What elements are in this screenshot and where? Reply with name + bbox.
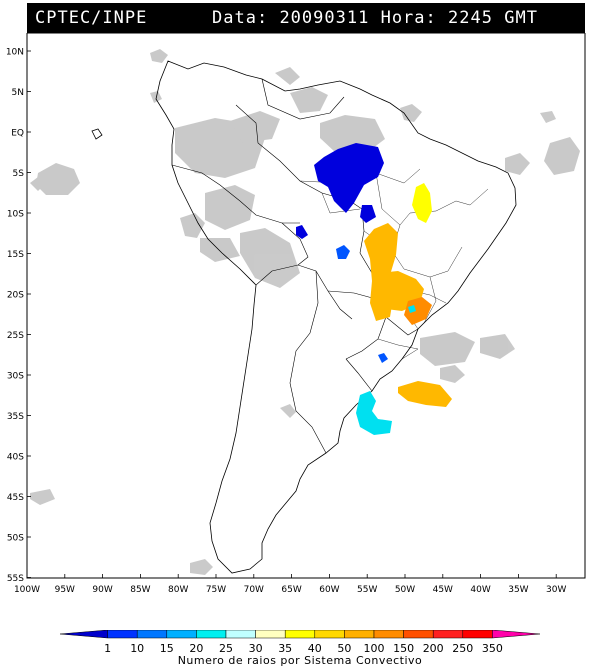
legend-value: 1 bbox=[104, 642, 111, 654]
cell-yellow bbox=[412, 183, 432, 223]
date-label: Data: bbox=[212, 8, 269, 28]
coastline bbox=[91, 60, 517, 574]
legend-swatch bbox=[432, 630, 464, 639]
lon-label: 45W bbox=[433, 585, 453, 595]
legend-swatch bbox=[225, 630, 256, 639]
lon-label: 55W bbox=[357, 585, 377, 595]
legend-title: Numero de raios por Sistema Convectivo bbox=[177, 654, 423, 667]
lat-label: 45S bbox=[7, 493, 24, 503]
lat-label: 10S bbox=[7, 210, 24, 220]
legend-swatch bbox=[373, 630, 404, 639]
legend-swatch bbox=[492, 630, 541, 639]
legend-value: 200 bbox=[423, 642, 444, 654]
lon-label: 75W bbox=[206, 585, 226, 595]
source-label: CPTEC/INPE bbox=[35, 8, 148, 28]
lat-label: EQ bbox=[11, 129, 24, 139]
legend-swatch bbox=[59, 630, 108, 639]
cell-orange-4 bbox=[398, 381, 452, 407]
lon-label: 30W bbox=[546, 585, 566, 595]
cloud-cover bbox=[30, 49, 580, 575]
map-header: CPTEC/INPE Data: 20090311 Hora: 2245 GMT bbox=[27, 3, 585, 33]
lat-label: 5S bbox=[13, 169, 25, 179]
time-value: 2245 bbox=[448, 8, 493, 28]
lat-label: 40S bbox=[7, 453, 24, 463]
lon-label: 95W bbox=[55, 585, 75, 595]
legend-colorbar: 1 10 15 20 25 30 35 40 50 100 150 200 250 350 bbox=[59, 630, 541, 654]
lat-label: 25S bbox=[7, 331, 24, 341]
latitude-axis: 10N 5N EQ 5S 10S 15S 20S 25S 30S 35S 40S 45S 50S 55S bbox=[6, 48, 31, 584]
time-label: Hora: bbox=[380, 8, 437, 28]
lon-label: 60W bbox=[319, 585, 339, 595]
lat-label: 30S bbox=[7, 372, 24, 382]
legend-value: 50 bbox=[337, 642, 351, 654]
cell-blue-dark bbox=[314, 143, 384, 213]
lat-label: 55S bbox=[7, 574, 24, 584]
lat-label: 35S bbox=[7, 412, 24, 422]
lon-label: 40W bbox=[470, 585, 490, 595]
cell-cyan-2 bbox=[408, 305, 416, 313]
cell-blue-dark-2 bbox=[360, 205, 376, 223]
time-unit: GMT bbox=[504, 8, 538, 28]
legend-value: 150 bbox=[393, 642, 414, 654]
legend-value: 40 bbox=[308, 642, 322, 654]
legend-swatch bbox=[344, 630, 375, 639]
lat-label: 50S bbox=[7, 534, 24, 544]
legend-value: 250 bbox=[452, 642, 473, 654]
lon-label: 100W bbox=[14, 585, 40, 595]
lat-label: 15S bbox=[7, 250, 24, 260]
lon-label: 70W bbox=[244, 585, 264, 595]
lon-label: 50W bbox=[395, 585, 415, 595]
longitude-axis: 100W 95W 90W 85W 80W 75W 70W 65W 60W 55W 50W 45W 40W… bbox=[14, 574, 566, 595]
legend-swatch bbox=[462, 630, 493, 639]
legend-swatch bbox=[107, 630, 138, 639]
cell-blue-dark-3 bbox=[296, 225, 308, 239]
south-america-map: 10N5NEQ5S10S15S20S25S30S35S40S45S50S55S … bbox=[6, 32, 586, 595]
legend-swatch bbox=[136, 630, 168, 639]
lon-label: 35W bbox=[508, 585, 528, 595]
lon-label: 65W bbox=[281, 585, 301, 595]
legend-value: 350 bbox=[482, 642, 503, 654]
cell-cyan bbox=[356, 391, 392, 435]
cell-orange-3 bbox=[404, 297, 432, 325]
legend-value: 35 bbox=[278, 642, 292, 654]
lon-label: 90W bbox=[92, 585, 112, 595]
lon-label: 80W bbox=[168, 585, 188, 595]
datetime-label: Data: 20090311 Hora: 2245 GMT bbox=[212, 3, 538, 33]
legend-swatch bbox=[166, 630, 197, 639]
legend-value: 30 bbox=[249, 642, 263, 654]
lat-label: 5N bbox=[12, 88, 24, 98]
legend-value: 100 bbox=[364, 642, 385, 654]
lon-label: 85W bbox=[130, 585, 150, 595]
date-value: 20090311 bbox=[279, 8, 370, 28]
map-panel: 10N 5N EQ 5S 10S 15S 20S 25S 30S 35S 40S 45S 50S 55S … bbox=[0, 32, 600, 602]
legend-value: 20 bbox=[189, 642, 203, 654]
legend-value: 25 bbox=[219, 642, 233, 654]
lat-label: 20S bbox=[7, 291, 24, 301]
map-frame bbox=[26, 32, 586, 579]
lat-label: 10N bbox=[6, 48, 24, 58]
legend-swatch bbox=[255, 630, 286, 639]
legend-swatch bbox=[196, 630, 227, 639]
legend-swatch bbox=[284, 630, 316, 639]
convective-systems bbox=[296, 143, 452, 435]
cell-blue bbox=[336, 245, 350, 259]
legend-swatch bbox=[314, 630, 345, 639]
legend-value: 10 bbox=[130, 642, 144, 654]
cell-blue-2 bbox=[378, 353, 388, 363]
legend-swatch bbox=[403, 630, 434, 639]
legend-value: 15 bbox=[160, 642, 174, 654]
